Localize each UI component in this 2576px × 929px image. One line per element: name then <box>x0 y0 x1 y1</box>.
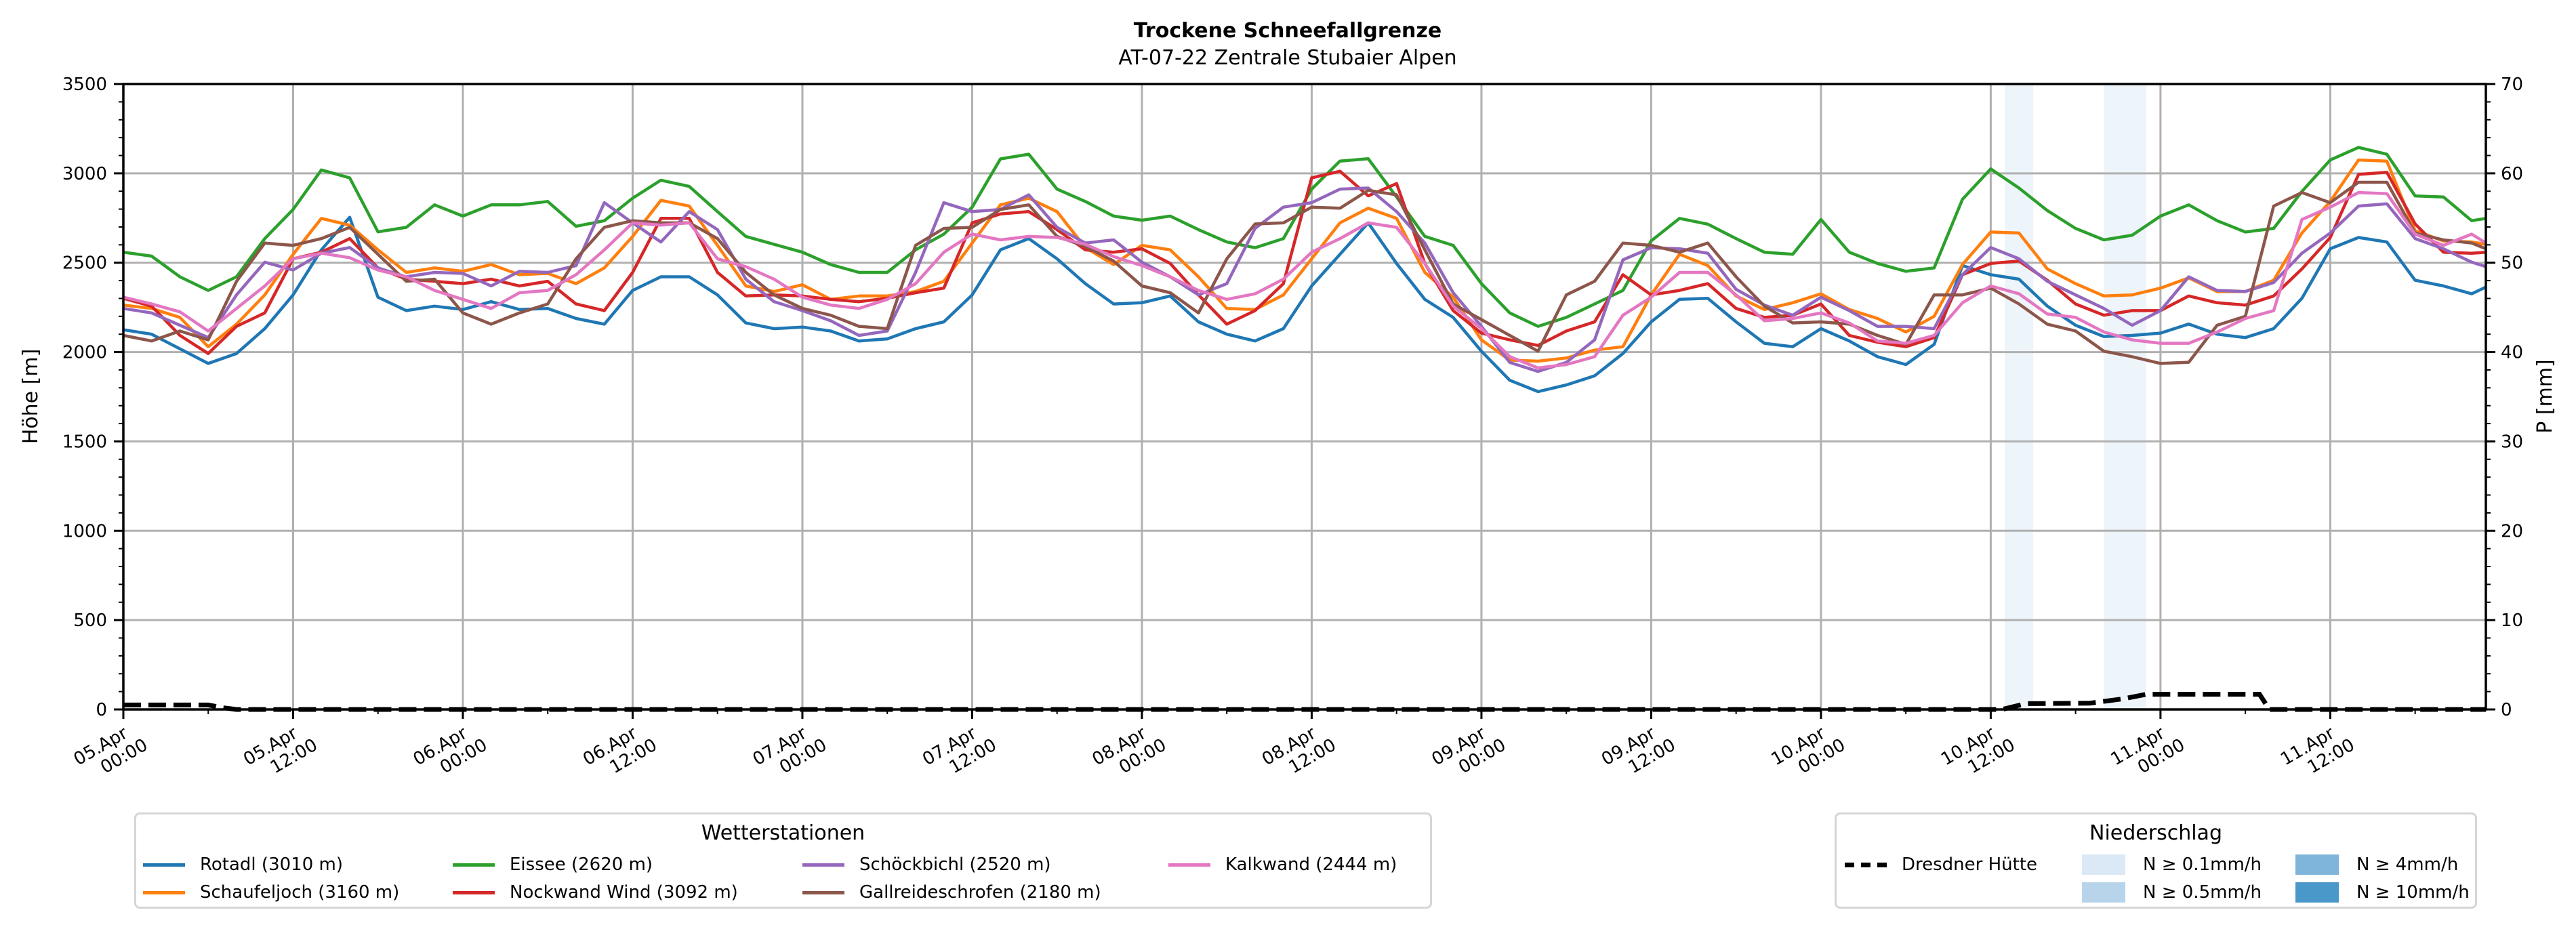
color-patch <box>2082 882 2125 903</box>
legend-item-station: Schöckbichl (2520 m) <box>802 852 1051 877</box>
precipitation-band <box>2104 84 2147 709</box>
color-patch <box>2082 854 2125 875</box>
y-tick-label-right: 30 <box>2501 432 2523 452</box>
legend-label: N ≥ 10mm/h <box>2356 882 2470 903</box>
series-line-schaufeljoch <box>123 158 2487 363</box>
y-tick-label-right: 60 <box>2501 164 2523 184</box>
line-swatch <box>802 863 844 867</box>
legend-item-station: Nockwand Wind (3092 m) <box>453 880 738 905</box>
y-tick-label: 1000 <box>62 521 107 541</box>
y-tick-label: 1500 <box>62 432 107 452</box>
precipitation-line <box>123 692 2486 712</box>
legend-item-station: Eissee (2620 m) <box>453 852 653 877</box>
legend-label: N ≥ 0.1mm/h <box>2143 854 2262 875</box>
y-tick-label-right: 0 <box>2501 700 2512 720</box>
y-tick-label-right: 70 <box>2501 75 2523 95</box>
legend-label: Nockwand Wind (3092 m) <box>510 882 738 903</box>
legend-label: Kalkwand (2444 m) <box>1225 854 1397 875</box>
legend-item-station: Rotadl (3010 m) <box>143 852 343 877</box>
precipitation-band <box>2005 84 2034 709</box>
color-patch <box>2295 854 2339 875</box>
legend-item-station: Gallreideschrofen (2180 m) <box>802 880 1101 905</box>
series-line-nockwand-wind <box>123 169 2487 355</box>
line-swatch <box>453 890 495 894</box>
legend-stations: Wetterstationen Rotadl (3010 m) Schaufelj… <box>134 812 1432 909</box>
series-line-kalkwand <box>123 190 2487 370</box>
y-tick-label: 3000 <box>62 164 107 184</box>
legend-precipitation-title: Niederschlag <box>2089 821 2222 845</box>
y-tick-label-right: 20 <box>2501 521 2523 541</box>
line-swatch <box>143 890 185 894</box>
y-tick-label-right: 50 <box>2501 253 2523 274</box>
legend-item-precip-level: N ≥ 10mm/h <box>2295 880 2470 905</box>
y-tick-label-right: 10 <box>2501 611 2523 631</box>
dashed-line-swatch <box>1845 862 1887 867</box>
series-lines <box>123 146 2487 394</box>
chart-title: Trockene Schneefallgrenze <box>1134 19 1442 43</box>
legend-item-precip-level: N ≥ 4mm/h <box>2295 852 2458 877</box>
legend-label: Schaufeljoch (3160 m) <box>200 882 400 903</box>
series-line-rotadl <box>123 215 2487 394</box>
legend-label: N ≥ 0.5mm/h <box>2143 882 2262 903</box>
line-swatch <box>802 890 844 894</box>
legend-item-dresdner-huette: Dresdner Hütte <box>1845 852 2037 877</box>
legend-label: Eissee (2620 m) <box>510 854 653 875</box>
legend-label: Rotadl (3010 m) <box>200 854 343 875</box>
y-tick-label-right: 40 <box>2501 343 2523 363</box>
precipitation-line-dresdner-huette <box>123 692 2486 712</box>
legend-label: N ≥ 4mm/h <box>2356 854 2459 875</box>
y-tick-label: 2500 <box>62 253 107 274</box>
line-swatch <box>453 863 495 867</box>
y-tick-label: 2000 <box>62 343 107 363</box>
plot-frame <box>122 83 2487 711</box>
grid-lines <box>123 84 2486 709</box>
legend-label: Gallreideschrofen (2180 m) <box>859 882 1101 903</box>
legend-label: Dresdner Hütte <box>1902 854 2038 875</box>
y-axis-label: Höhe [m] <box>19 349 43 445</box>
precipitation-bands <box>2005 84 2147 709</box>
legend-item-precip-level: N ≥ 0.5mm/h <box>2082 880 2262 905</box>
series-line-sch-ckbichl <box>123 186 2487 373</box>
chart-subtitle: AT-07-22 Zentrale Stubaier Alpen <box>1118 46 1456 70</box>
legend-label: Schöckbichl (2520 m) <box>859 854 1051 875</box>
line-swatch <box>143 863 185 867</box>
axes: 0 500 1000 1500 2000 2500 3000 3500 0 10 20 30 40 50 6… <box>62 75 2523 778</box>
legend-item-station: Kalkwand (2444 m) <box>1168 852 1397 877</box>
y-tick-label: 3500 <box>62 75 107 95</box>
legend-precipitation: Niederschlag Dresdner Hütte N ≥ 0.1mm/h N… <box>1835 812 2477 909</box>
legend-item-station: Schaufeljoch (3160 m) <box>143 880 399 905</box>
line-swatch <box>1168 863 1210 867</box>
legend-item-precip-level: N ≥ 0.1mm/h <box>2082 852 2262 877</box>
y-tick-label: 500 <box>73 611 107 631</box>
y-axis-label-right: P [mm] <box>2533 359 2557 433</box>
color-patch <box>2295 882 2339 903</box>
y-tick-label: 0 <box>96 700 107 720</box>
series-line-eissee <box>123 146 2487 328</box>
legend-stations-title: Wetterstationen <box>701 821 865 845</box>
series-line-gallreideschrofen <box>123 180 2487 365</box>
